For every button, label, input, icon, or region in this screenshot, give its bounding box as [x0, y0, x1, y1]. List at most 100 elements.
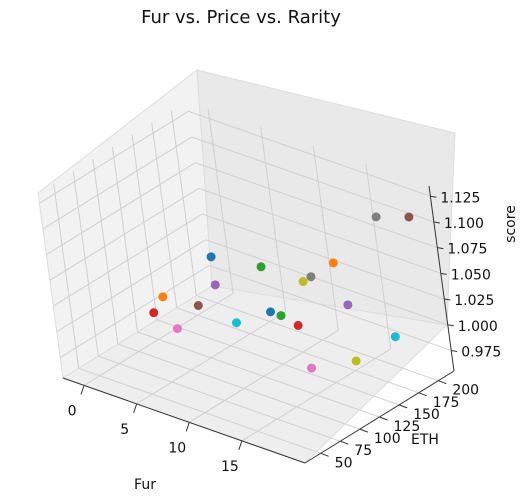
x-tick-label: 15 [221, 459, 239, 475]
z-axis-label: score [503, 205, 519, 243]
z-tick-label: 0.975 [461, 344, 501, 360]
x-tick-mark [185, 422, 190, 432]
scatter-point [193, 301, 203, 311]
z-tick-mark [440, 272, 447, 275]
x-grid-line [365, 163, 392, 349]
x-tick-label: 10 [168, 440, 186, 456]
y-tick-mark [438, 380, 447, 385]
z-grid-line [191, 136, 435, 223]
z-tick-label: 1.125 [440, 190, 480, 206]
z-tick-label: 1.100 [444, 216, 484, 232]
y-tick-label: 150 [413, 407, 440, 423]
scatter-point [390, 332, 400, 342]
scatter-point [307, 363, 317, 373]
right-pane [196, 69, 456, 326]
x-tick-label: 5 [120, 422, 129, 438]
z-tick-label: 1.050 [451, 267, 491, 283]
z-tick-mark [451, 349, 458, 352]
y-grid-line [78, 367, 321, 454]
x-tick-mark [238, 440, 243, 450]
x-axis-line [62, 377, 306, 464]
z-tick-mark [447, 324, 454, 327]
scatter-point [328, 258, 338, 268]
y-grid-line [98, 355, 341, 442]
scatter-point [343, 300, 353, 310]
y-grid-line [117, 343, 361, 430]
y-tick-label: 100 [374, 431, 401, 447]
x-grid-line [260, 126, 287, 312]
y-grid-line [72, 171, 99, 357]
scatter-point [266, 307, 276, 317]
x-tick-mark [80, 385, 85, 395]
scatter-point [256, 262, 266, 272]
z-tick-mark [437, 247, 444, 250]
z-tick-label: 1.075 [447, 242, 487, 258]
scatter-point [298, 277, 308, 287]
y-grid-line [151, 122, 178, 308]
y-tick-mark [398, 404, 408, 409]
axis-lines [62, 185, 458, 464]
y-grid-line [112, 146, 138, 333]
y-tick-label: 50 [335, 455, 353, 471]
z-grid-line [195, 162, 438, 249]
axes-panes [37, 69, 456, 464]
scatter-point [306, 272, 316, 282]
z-grid-line [56, 239, 207, 333]
z-grid-line [205, 239, 448, 326]
y-grid-line [53, 183, 80, 369]
z-grid-line [188, 110, 431, 197]
x-grid-line [207, 108, 234, 294]
z-grid-line [202, 213, 445, 300]
z-tick-mark [444, 298, 451, 301]
x-grid-line [312, 145, 339, 331]
x-axis-label: Fur [134, 477, 156, 493]
x-tick-mark [133, 403, 138, 414]
y-tick-label: 75 [354, 443, 372, 459]
y-tick-label: 200 [452, 383, 479, 399]
z-tick-mark [430, 195, 437, 198]
scatter-point [210, 280, 220, 290]
y-tick-mark [379, 416, 388, 421]
y-grid-line [92, 159, 119, 345]
z-grid-line [46, 162, 196, 256]
y-grid-line [137, 331, 380, 418]
z-tick-label: 1.025 [454, 293, 494, 309]
y-tick-mark [418, 392, 427, 397]
scatter-point [172, 324, 182, 334]
z-grid-line [198, 187, 441, 274]
z-grid-line [49, 187, 200, 281]
y-tick-label: 125 [394, 419, 421, 435]
y-grid-line [196, 295, 439, 382]
grid-lines [39, 108, 452, 454]
scatter-point [404, 212, 414, 222]
scatter-point [158, 292, 168, 302]
scatter-point [351, 356, 361, 366]
z-grid-line [59, 265, 210, 358]
z-tick-mark [433, 221, 440, 224]
scatter-point [149, 308, 159, 318]
y-grid-line [176, 307, 419, 394]
z-grid-line [42, 136, 193, 230]
z-grid-line [209, 264, 452, 351]
y-grid-line [131, 134, 158, 320]
y-tick-mark [340, 440, 349, 445]
scatter-point [276, 311, 286, 321]
y-tick-mark [320, 452, 329, 457]
x-tick-label: 0 [68, 403, 77, 419]
scatter-point [371, 212, 381, 222]
z-axis-line [428, 185, 455, 372]
scatter-point [293, 320, 303, 330]
chart-title: Fur vs. Price vs. Rarity [141, 7, 341, 28]
scatter-point [206, 252, 216, 262]
y-axis-label: ETH [411, 432, 439, 448]
y-axis-line [304, 370, 455, 464]
data-points [149, 212, 414, 373]
y-tick-label: 175 [433, 395, 460, 411]
y-tick-mark [359, 428, 369, 433]
scatter-point [231, 318, 241, 328]
z-grid-line [53, 213, 203, 307]
y-grid-line [156, 319, 400, 406]
z-grid-line [39, 110, 189, 204]
